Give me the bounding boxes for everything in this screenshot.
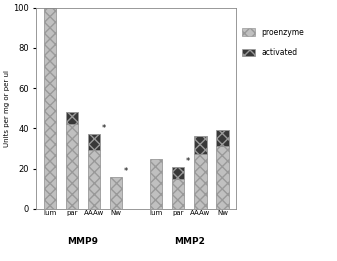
Bar (172, 167, 184, 179)
Text: *: * (123, 167, 128, 176)
Bar (66, 124, 78, 209)
Legend: proenzyme, activated: proenzyme, activated (242, 28, 304, 57)
Bar (216, 130, 229, 146)
Bar (43, 8, 56, 209)
Bar (88, 134, 100, 151)
Bar (150, 158, 162, 209)
Bar (194, 155, 207, 209)
Bar (88, 151, 100, 209)
Bar (172, 179, 184, 209)
Bar (66, 112, 78, 124)
Y-axis label: Units per mg or per ul: Units per mg or per ul (4, 70, 10, 147)
Text: *: * (186, 157, 190, 165)
Bar (216, 146, 229, 209)
Bar (110, 177, 122, 209)
Text: MMP2: MMP2 (174, 237, 205, 246)
Bar (194, 137, 207, 155)
Text: MMP9: MMP9 (67, 237, 98, 246)
Text: *: * (101, 124, 105, 133)
